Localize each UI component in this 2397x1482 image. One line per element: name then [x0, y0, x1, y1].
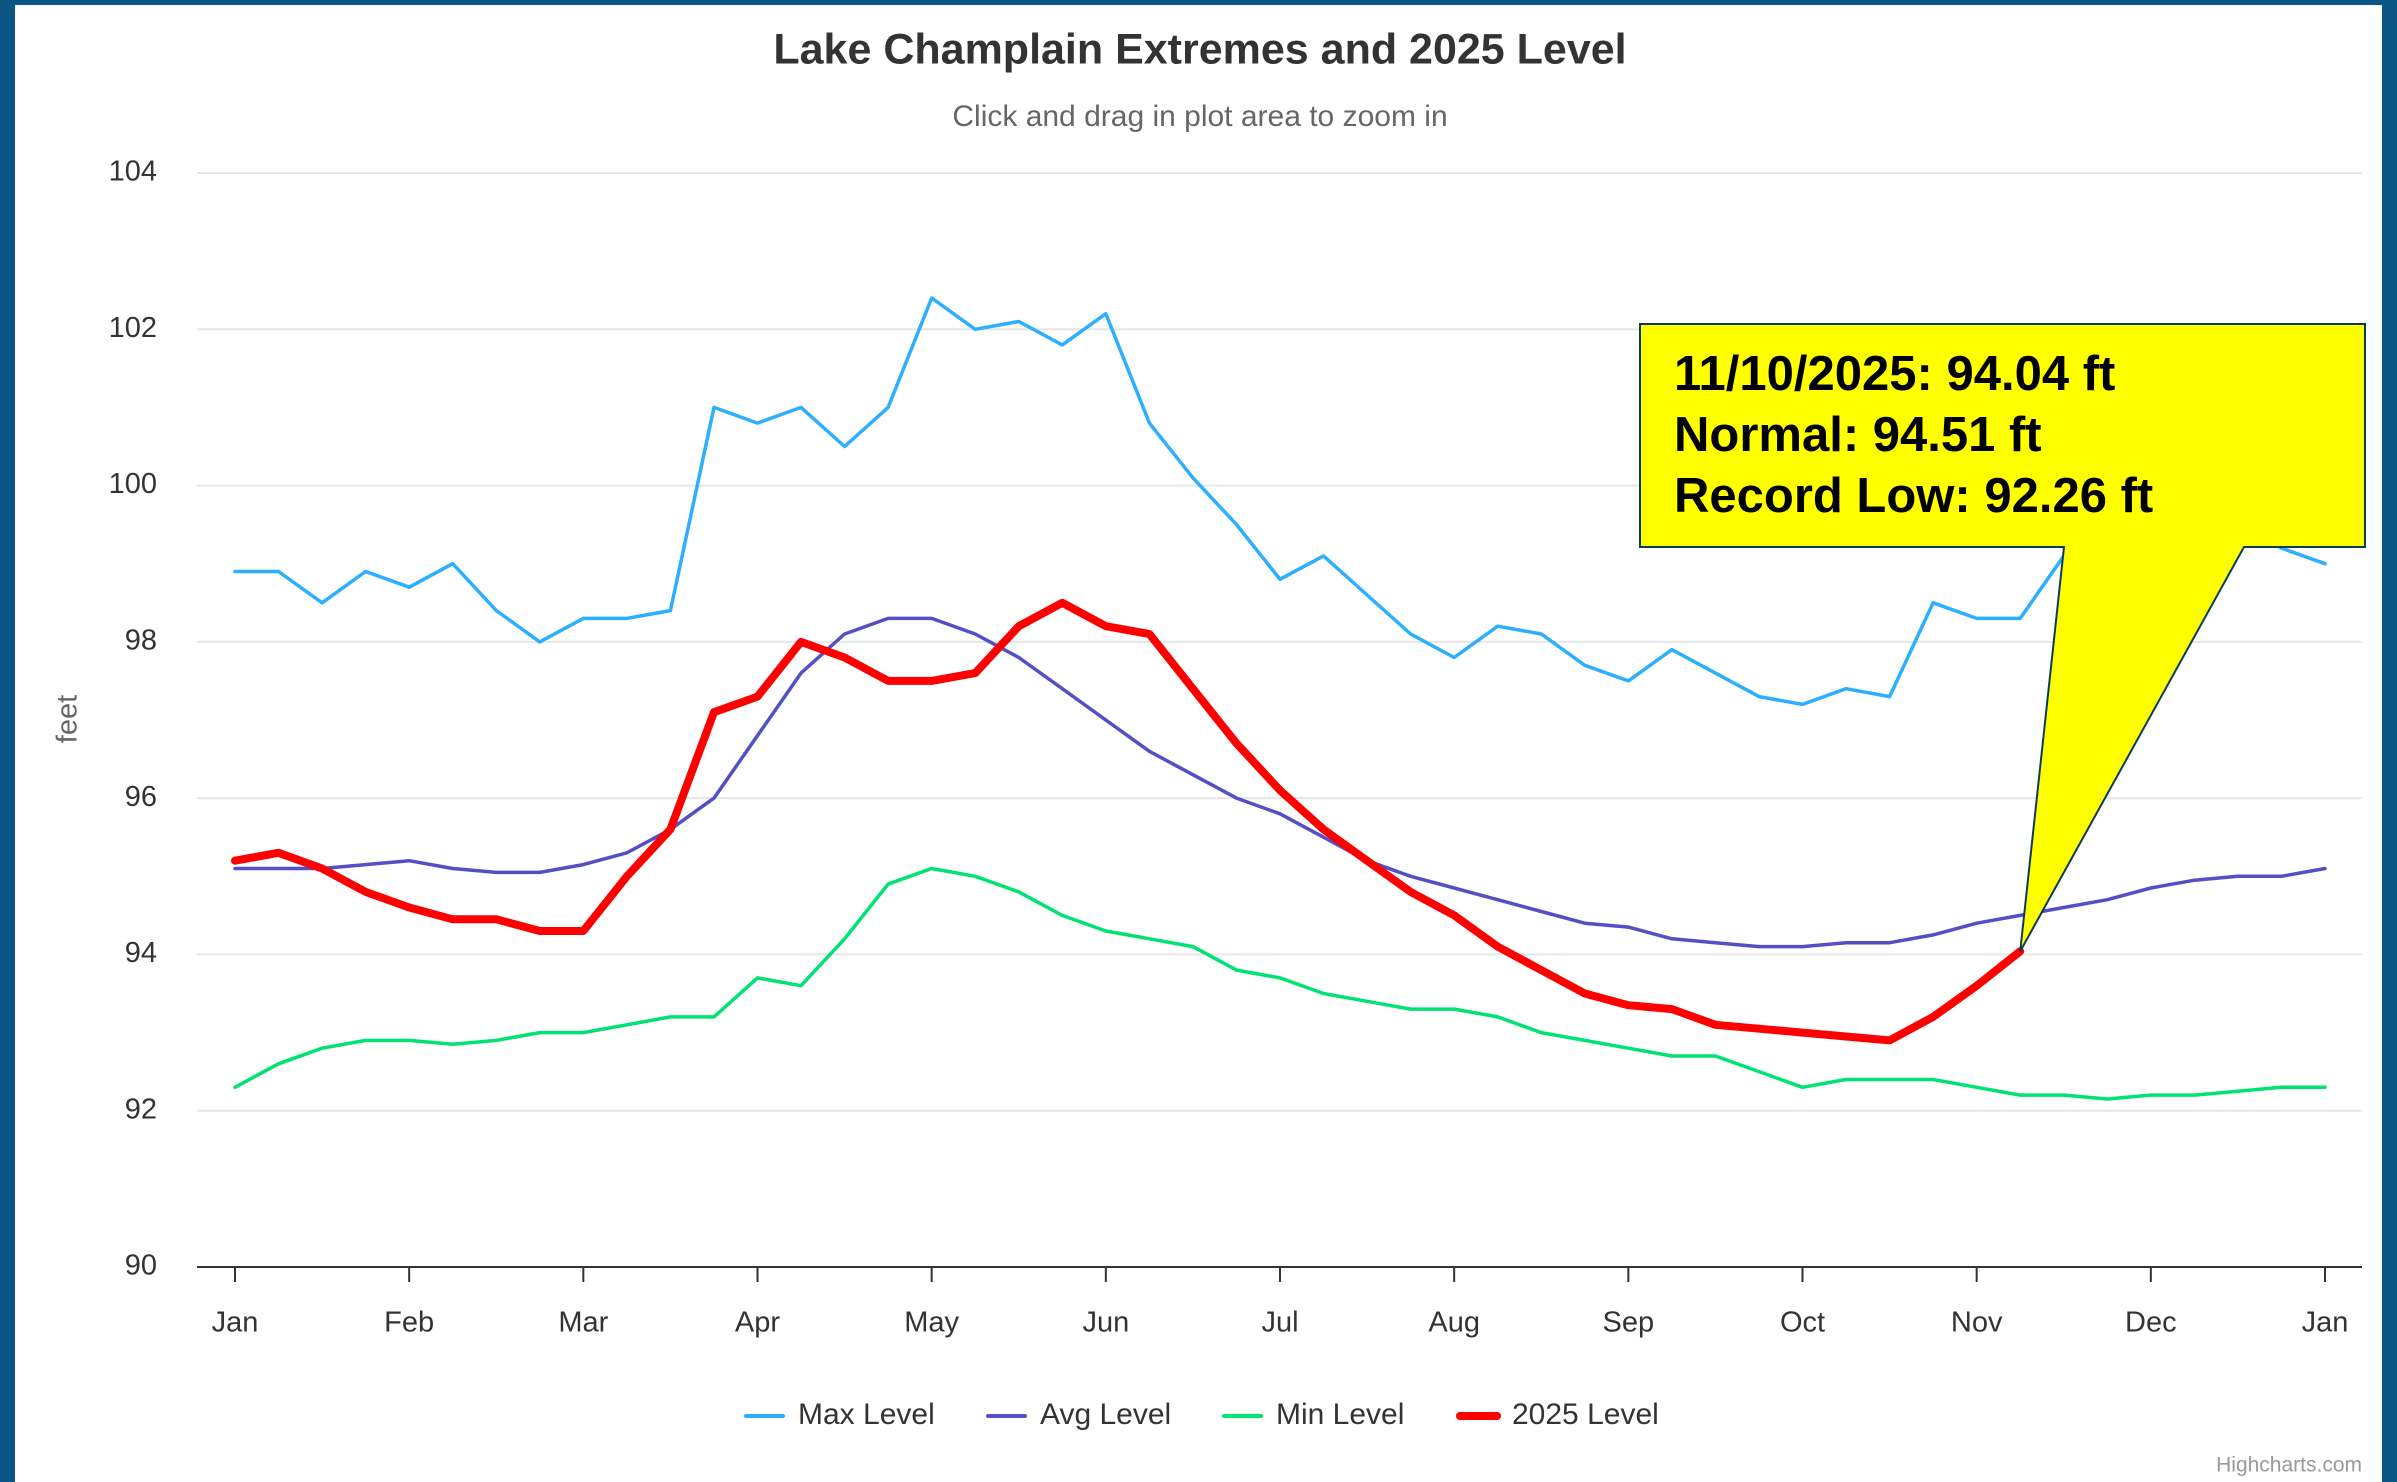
- x-tick-label: Jun: [1082, 1307, 1129, 1339]
- y-axis-title: feet: [52, 695, 84, 743]
- y-tick-label: 90: [125, 1250, 157, 1282]
- x-tick-label: Jul: [1261, 1307, 1298, 1339]
- legend-label: Avg Level: [1040, 1398, 1171, 1431]
- y-tick-label: 100: [109, 468, 157, 500]
- x-tick-label: Jan: [2302, 1307, 2349, 1339]
- series-line: [233, 866, 2327, 1101]
- x-tick-label: Sep: [1603, 1307, 1655, 1339]
- annotation-box: [1639, 323, 2366, 952]
- y-tick-label: 96: [125, 781, 157, 813]
- y-tick-label: 98: [125, 625, 157, 657]
- x-tick-label: Mar: [558, 1307, 608, 1339]
- x-tick-label: Jan: [212, 1307, 259, 1339]
- y-tick-label: 92: [125, 1093, 157, 1125]
- y-tick-label: 94: [125, 937, 157, 969]
- x-tick-label: Feb: [384, 1307, 434, 1339]
- x-tick-label: Apr: [735, 1307, 780, 1339]
- annotation-text: Normal: 94.51 ft: [1674, 408, 2042, 462]
- chart-subtitle: Click and drag in plot area to zoom in: [952, 100, 1447, 133]
- series-line: [231, 598, 2025, 1045]
- legend-label: Max Level: [798, 1398, 935, 1431]
- x-tick-label: May: [904, 1307, 959, 1339]
- annotation-text: 11/10/2025: 94.04 ft: [1674, 347, 2115, 401]
- chart-background: [15, 5, 2382, 1482]
- series-line: [233, 616, 2327, 949]
- credits: Highcharts.com: [2216, 1454, 2362, 1477]
- legend-label: 2025 Level: [1512, 1398, 1659, 1431]
- x-tick-label: Nov: [1951, 1307, 2003, 1339]
- y-tick-label: 102: [109, 312, 157, 344]
- x-tick-label: Dec: [2125, 1307, 2177, 1339]
- x-tick-label: Oct: [1780, 1307, 1825, 1339]
- series-line: [233, 296, 2327, 707]
- chart-title: Lake Champlain Extremes and 2025 Level: [773, 25, 1626, 73]
- legend-label: Min Level: [1276, 1398, 1404, 1431]
- y-tick-label: 104: [109, 156, 157, 188]
- annotation-text: Record Low: 92.26 ft: [1674, 469, 2153, 523]
- x-tick-label: Aug: [1428, 1307, 1480, 1339]
